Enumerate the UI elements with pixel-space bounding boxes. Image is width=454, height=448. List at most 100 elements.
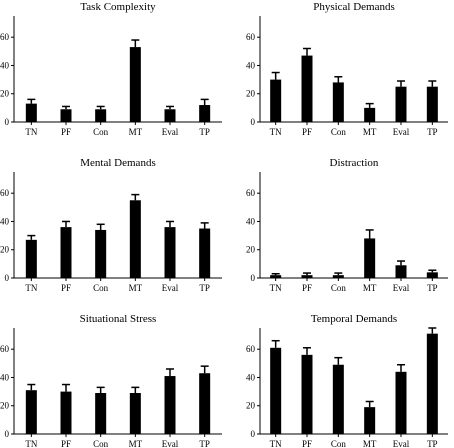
bar-eval xyxy=(395,265,407,278)
y-tick-label: 40 xyxy=(246,216,256,226)
chart-title: Distraction xyxy=(330,157,379,169)
bar-tp xyxy=(426,86,438,122)
y-tick-label: 20 xyxy=(0,245,10,255)
bar-mt xyxy=(129,200,141,278)
x-tick-label: TP xyxy=(199,439,210,448)
y-tick-label: 20 xyxy=(246,401,256,411)
x-tick-label: MT xyxy=(129,283,143,293)
bar-pf xyxy=(60,227,72,278)
bar-eval xyxy=(164,227,176,278)
chart-title: Situational Stress xyxy=(80,313,157,325)
x-tick-label: Eval xyxy=(162,127,179,137)
bar-tn xyxy=(270,79,282,122)
bar-con xyxy=(332,364,344,434)
y-tick-label: 20 xyxy=(0,89,10,99)
x-tick-label: Eval xyxy=(393,127,410,137)
bar-con xyxy=(95,109,107,122)
x-tick-label: Con xyxy=(93,283,109,293)
x-tick-label: MT xyxy=(363,439,377,448)
x-tick-label: TP xyxy=(427,439,438,448)
bar-pf xyxy=(301,275,313,278)
y-tick-label: 40 xyxy=(0,216,10,226)
chart-panel-2: Physical Demands 0 20 40 60 TN PF Con MT Eval TP xyxy=(246,1,448,137)
y-tick-label: 40 xyxy=(0,372,10,382)
y-tick-label: 40 xyxy=(246,372,256,382)
bar-eval xyxy=(164,376,176,434)
x-tick-label: Eval xyxy=(162,439,179,448)
x-tick-label: TP xyxy=(199,127,210,137)
bar-tp xyxy=(199,228,211,278)
y-tick-label: 0 xyxy=(251,117,256,127)
y-tick-label: 60 xyxy=(0,344,10,354)
y-tick-label: 20 xyxy=(246,89,256,99)
x-tick-label: Eval xyxy=(393,283,410,293)
y-tick-label: 60 xyxy=(246,344,256,354)
chart-panel-3: Mental Demands 0 20 40 60 TN PF Con MT Eval TP xyxy=(0,157,222,293)
x-tick-label: Con xyxy=(331,439,347,448)
x-tick-label: TP xyxy=(427,127,438,137)
bar-tp xyxy=(426,272,438,278)
bar-pf xyxy=(301,354,313,434)
bar-tn xyxy=(25,390,37,434)
x-tick-label: PF xyxy=(61,439,71,448)
bar-tn xyxy=(270,275,282,278)
x-tick-label: TN xyxy=(270,283,282,293)
y-tick-label: 20 xyxy=(246,245,256,255)
bar-tp xyxy=(199,373,211,434)
bar-eval xyxy=(395,371,407,434)
bar-eval xyxy=(164,109,176,122)
x-tick-label: PF xyxy=(302,127,312,137)
x-tick-label: MT xyxy=(129,127,143,137)
x-tick-label: TP xyxy=(427,283,438,293)
bar-tn xyxy=(25,103,37,122)
x-tick-label: Eval xyxy=(162,283,179,293)
bar-con xyxy=(332,82,344,122)
x-tick-label: PF xyxy=(302,439,312,448)
x-tick-label: TP xyxy=(199,283,210,293)
x-tick-label: MT xyxy=(363,127,377,137)
x-tick-label: Con xyxy=(93,439,109,448)
bar-mt xyxy=(364,238,376,278)
x-tick-label: Con xyxy=(331,127,347,137)
x-tick-label: TN xyxy=(25,283,37,293)
y-tick-label: 20 xyxy=(0,401,10,411)
y-tick-label: 40 xyxy=(246,60,256,70)
bar-mt xyxy=(364,107,376,122)
y-tick-label: 60 xyxy=(246,32,256,42)
y-tick-label: 0 xyxy=(5,273,10,283)
bar-mt xyxy=(129,47,141,122)
bar-pf xyxy=(60,391,72,434)
bar-con xyxy=(332,275,344,278)
bar-tp xyxy=(426,333,438,434)
x-tick-label: Con xyxy=(93,127,109,137)
x-tick-label: Eval xyxy=(393,439,410,448)
bar-eval xyxy=(395,86,407,122)
y-tick-label: 60 xyxy=(0,32,10,42)
x-tick-label: TN xyxy=(270,439,282,448)
y-tick-label: 0 xyxy=(251,429,256,439)
bar-tp xyxy=(199,105,211,122)
y-tick-label: 0 xyxy=(5,429,10,439)
x-tick-label: PF xyxy=(61,283,71,293)
bar-pf xyxy=(60,109,72,122)
chart-title: Task Complexity xyxy=(80,1,156,13)
bar-pf xyxy=(301,55,313,122)
y-tick-label: 60 xyxy=(246,188,256,198)
x-tick-label: Con xyxy=(331,283,347,293)
chart-title: Mental Demands xyxy=(80,157,155,169)
y-tick-label: 0 xyxy=(5,117,10,127)
x-tick-label: TN xyxy=(270,127,282,137)
chart-panel-4: Distraction 0 20 40 60 TN PF Con MT Eval TP xyxy=(246,157,448,293)
x-tick-label: MT xyxy=(129,439,143,448)
x-tick-label: PF xyxy=(302,283,312,293)
x-tick-label: TN xyxy=(25,127,37,137)
bar-tn xyxy=(25,239,37,278)
y-tick-label: 0 xyxy=(251,273,256,283)
chart-title: Temporal Demands xyxy=(311,313,397,325)
bar-mt xyxy=(364,407,376,434)
bar-con xyxy=(95,393,107,434)
chart-panel-5: Situational Stress 0 20 40 60 TN PF Con MT Eval TP xyxy=(0,313,222,448)
x-tick-label: TN xyxy=(25,439,37,448)
bar-mt xyxy=(129,393,141,434)
